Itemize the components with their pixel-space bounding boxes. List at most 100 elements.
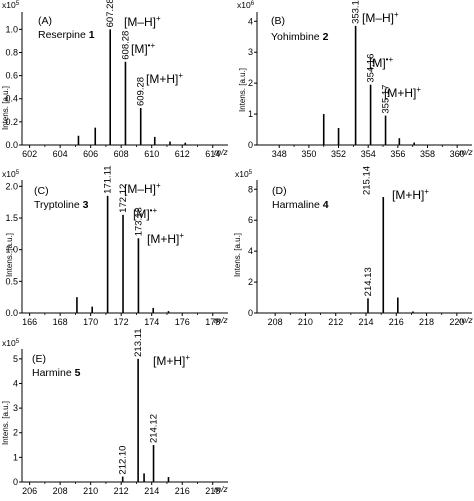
y-tick-label: 8 xyxy=(248,184,253,194)
x-tick-label: 208 xyxy=(53,486,68,496)
x-tick-label: 216 xyxy=(175,486,190,496)
x-tick-label: 218 xyxy=(419,317,434,327)
x-tick-label: 208 xyxy=(268,317,283,327)
y-tick-label: 1.0 xyxy=(5,245,18,255)
x-tick-label: 170 xyxy=(83,317,98,327)
x-axis-unit: m/z xyxy=(214,484,228,494)
svg-text:Intens. [a.u.]: Intens. [a.u.] xyxy=(238,68,247,112)
plot-area: 0.0 0.2 0.4 0.6 0.8 1.0 602 604 606 608 610 612 614 6… xyxy=(5,0,228,159)
x-tick-label: 210 xyxy=(83,486,98,496)
svg-text:Intens. [a.u.]: Intens. [a.u.] xyxy=(233,233,242,277)
ion-label: [M]•+ xyxy=(133,206,157,221)
y-multiplier: x105 xyxy=(235,169,253,179)
panel-label: (B) xyxy=(271,15,285,27)
x-tick-label: 356 xyxy=(390,149,405,159)
x-tick-label: 220 xyxy=(449,317,464,327)
y-tick-label: 2 xyxy=(13,428,18,438)
y-axis-title: Intens. [a.u.] xyxy=(1,86,10,130)
y-tick-label: 2 xyxy=(248,277,253,287)
panel-e: x105 Intens. [a.u.] 0 1 2 3 4 5 206 208 210 212 21… xyxy=(1,328,228,496)
compound-name: Harmine 5 xyxy=(32,367,81,379)
compound-name: Tryptoline 3 xyxy=(34,199,89,211)
y-tick-label: 4 xyxy=(248,246,253,256)
x-tick-label: 610 xyxy=(144,149,159,159)
x-tick-label: 612 xyxy=(175,149,190,159)
x-tick-label: 360 xyxy=(450,149,465,159)
y-axis-title: Intens. [a.u.] xyxy=(238,68,247,112)
ion-label: [M+H]+ xyxy=(392,187,429,202)
y-tick-label: 6 xyxy=(248,215,253,225)
plot-area: 0 1 2 3 4 5 206 208 210 212 214 216 218 212.10 213.11 2… xyxy=(13,328,228,496)
y-tick-label: 4 xyxy=(248,16,253,26)
plot-area: 0.0 0.5 1.0 1.5 2.0 166 168 170 172 174 176 178 171.… xyxy=(5,165,228,327)
y-multiplier: x106 xyxy=(237,0,255,10)
ion-label: [M–H]+ xyxy=(362,10,399,25)
y-tick-label: 0.2 xyxy=(5,117,18,127)
x-tick-label: 206 xyxy=(22,486,37,496)
ion-label: [M–H]+ xyxy=(124,181,161,196)
panel-label: (D) xyxy=(272,185,287,197)
y-tick-label: 1.5 xyxy=(5,213,18,223)
x-tick-label: 350 xyxy=(301,149,316,159)
ion-label: [M+H]+ xyxy=(146,71,183,86)
x-tick-label: 168 xyxy=(53,317,68,327)
peak-mz-label: 215.14 xyxy=(361,166,372,195)
panel-label: (E) xyxy=(32,353,46,365)
y-tick-label: 0.0 xyxy=(5,140,18,150)
peak-mz-label: 608.28 xyxy=(120,31,131,60)
svg-text:Intens. [a.u.]: Intens. [a.u.] xyxy=(1,86,10,130)
y-multiplier: x105 xyxy=(2,169,20,179)
x-tick-label: 358 xyxy=(420,149,435,159)
y-tick-label: 0 xyxy=(248,308,253,318)
x-tick-label: 178 xyxy=(205,317,220,327)
y-tick-label: 1 xyxy=(13,452,18,462)
ion-label: [M]•+ xyxy=(131,41,155,56)
peak-mz-label: 214.12 xyxy=(149,414,160,443)
compound-name: Yohimbine 2 xyxy=(271,31,329,43)
x-tick-label: 214 xyxy=(358,317,373,327)
x-tick-label: 614 xyxy=(205,149,220,159)
peak-mz-label: 353.15 xyxy=(351,0,362,24)
x-tick-label: 172 xyxy=(114,317,129,327)
x-axis-unit: m/z xyxy=(459,147,473,157)
y-multiplier: x105 xyxy=(2,0,20,10)
y-axis-title: Intens. [a.u.] xyxy=(233,233,242,277)
ion-label: [M]•+ xyxy=(369,55,393,70)
y-tick-label: 3 xyxy=(13,403,18,413)
ion-label: [M+H]+ xyxy=(147,231,184,246)
y-tick-label: 1 xyxy=(248,109,253,119)
x-tick-label: 348 xyxy=(272,149,287,159)
svg-text:Intens. [a.u.]: Intens. [a.u.] xyxy=(1,401,10,445)
x-tick-label: 602 xyxy=(22,149,37,159)
peak-mz-label: 171.11 xyxy=(103,165,114,193)
y-tick-label: 0 xyxy=(13,477,18,487)
ion-label: [M+H]+ xyxy=(153,353,190,368)
svg-text:Intens. [a.u.]: Intens. [a.u.] xyxy=(5,233,14,277)
x-tick-label: 604 xyxy=(53,149,68,159)
x-axis-unit: m/z xyxy=(214,315,228,325)
x-tick-label: 354 xyxy=(361,149,376,159)
x-tick-label: 216 xyxy=(389,317,404,327)
x-axis-unit: m/z xyxy=(459,315,473,325)
y-tick-label: 2.0 xyxy=(5,181,18,191)
peak-mz-label: 607.28 xyxy=(105,0,116,27)
x-tick-label: 166 xyxy=(22,317,37,327)
peak-mz-label: 355.17 xyxy=(381,85,392,114)
peak-mz-label: 212.10 xyxy=(118,446,129,475)
panel-b: x106 Intens. [a.u.] 0 1 2 3 4 348 350 352 354 356… xyxy=(237,0,473,159)
ion-label: [M–H]+ xyxy=(124,14,161,29)
compound-name: Harmaline 4 xyxy=(272,199,329,211)
y-axis-title: Intens. [a.u.] xyxy=(1,401,10,445)
ion-label: [M+H]+ xyxy=(384,85,421,100)
x-tick-label: 174 xyxy=(144,317,159,327)
y-tick-label: 0.0 xyxy=(5,308,18,318)
y-tick-label: 3 xyxy=(248,47,253,57)
y-tick-label: 0.4 xyxy=(5,94,18,104)
y-tick-label: 0 xyxy=(248,140,253,150)
peak-mz-label: 609.28 xyxy=(136,77,147,106)
x-tick-label: 212 xyxy=(328,317,343,327)
y-tick-label: 2 xyxy=(248,78,253,88)
y-tick-label: 5 xyxy=(13,354,18,364)
x-axis-unit: m/z xyxy=(214,147,228,157)
